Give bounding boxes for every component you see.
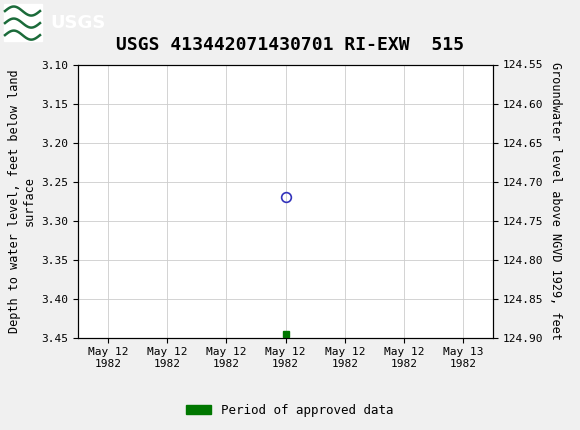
Text: USGS: USGS xyxy=(50,14,106,32)
Text: USGS 413442071430701 RI-EXW  515: USGS 413442071430701 RI-EXW 515 xyxy=(116,36,464,54)
Y-axis label: Depth to water level, feet below land
surface: Depth to water level, feet below land su… xyxy=(8,69,36,333)
Bar xyxy=(4,4,42,41)
Legend: Period of approved data: Period of approved data xyxy=(181,399,399,421)
Y-axis label: Groundwater level above NGVD 1929, feet: Groundwater level above NGVD 1929, feet xyxy=(549,62,562,340)
